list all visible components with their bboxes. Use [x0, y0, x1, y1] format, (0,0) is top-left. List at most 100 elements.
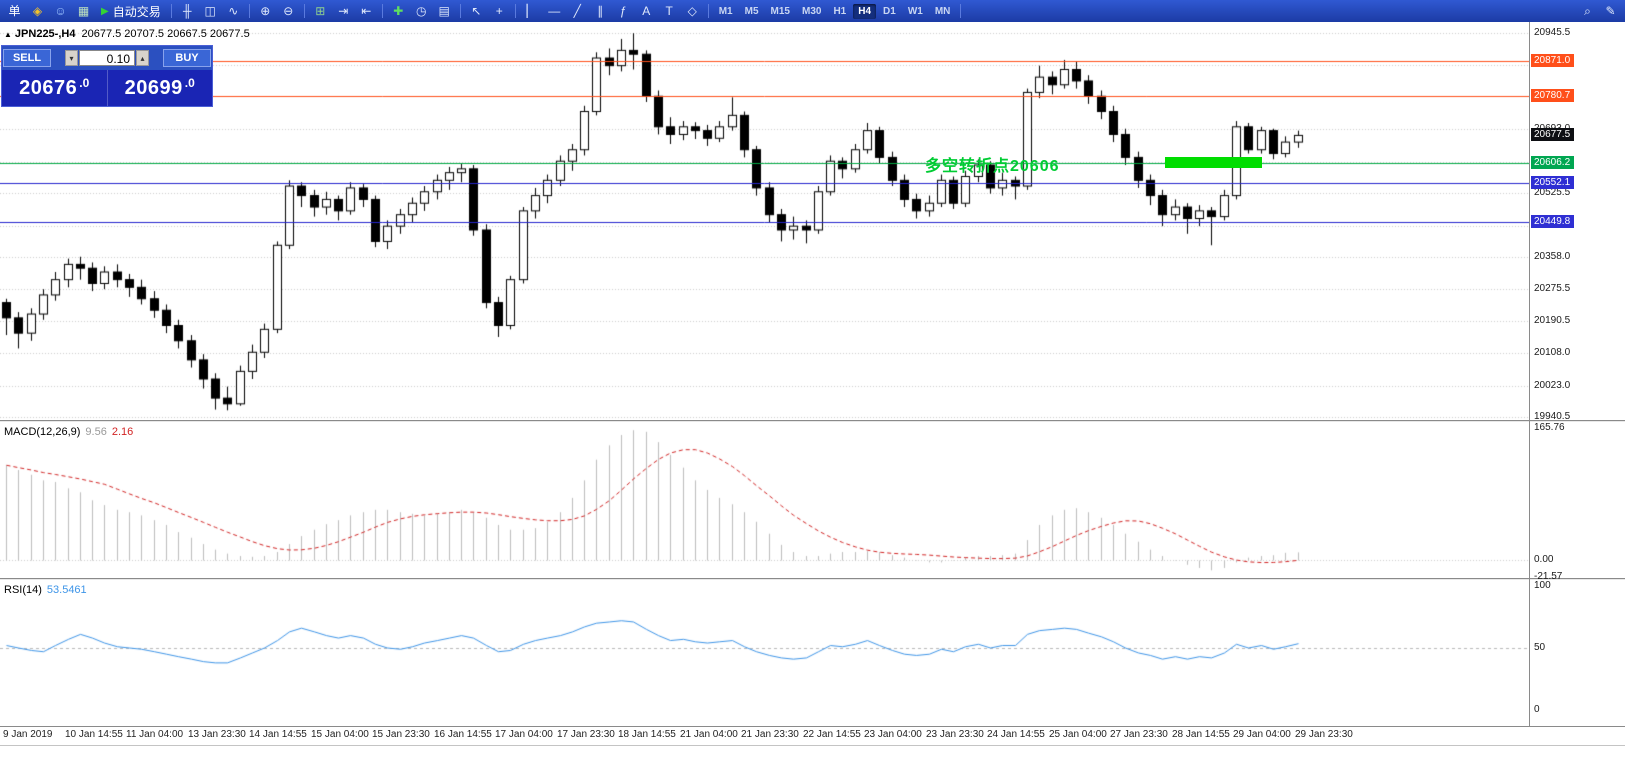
macd-signal-value: 2.16	[111, 426, 134, 438]
zoom-in-button[interactable]: ⊕	[260, 4, 271, 18]
candlestick-chart-button[interactable]: ◫	[204, 4, 216, 18]
timeframe-w1[interactable]: W1	[907, 5, 923, 17]
periods-button[interactable]: ◷	[415, 4, 427, 18]
toolbar-separator	[170, 4, 172, 18]
timeframe-m1[interactable]: M1	[718, 5, 733, 17]
axis-label: 100	[1534, 580, 1551, 591]
axis-label: 20108.0	[1534, 347, 1571, 358]
volume-increase-button[interactable]: ▴	[136, 50, 149, 66]
panel-divider[interactable]	[0, 420, 1625, 422]
price-chart-canvas[interactable]	[0, 22, 1529, 420]
trendline-button[interactable]: ╱	[573, 4, 581, 18]
time-axis-label: 15 Jan 23:30	[372, 729, 430, 740]
label-button[interactable]: T	[665, 4, 673, 18]
time-axis-label: 9 Jan 2019	[3, 729, 53, 740]
time-axis-label: 18 Jan 14:55	[618, 729, 676, 740]
sell-price[interactable]: 20676 .0	[2, 70, 108, 106]
timeframe-mn[interactable]: MN	[934, 5, 951, 17]
zoom-out-button[interactable]: ⊖	[283, 4, 294, 18]
autotrading-button[interactable]: ▶ 自动交易	[96, 2, 166, 20]
chart-shift-button[interactable]: ⇤	[361, 4, 372, 18]
vertical-line-button[interactable]: ▏	[526, 4, 536, 18]
templates-button[interactable]: ▤	[438, 4, 450, 18]
fibonacci-button[interactable]: ƒ	[619, 4, 627, 18]
terminal-icon[interactable]: ▦	[77, 4, 90, 18]
panel-divider[interactable]	[0, 578, 1625, 580]
rsi-panel-canvas[interactable]	[0, 580, 1529, 726]
toolbar-separator	[381, 4, 383, 18]
sell-price-frac: .0	[79, 76, 90, 90]
timeframe-m5[interactable]: M5	[744, 5, 759, 17]
timeframe-h1[interactable]: H1	[833, 5, 847, 17]
bars-chart-button[interactable]: ╫	[182, 4, 192, 18]
axis-label: 20525.5	[1534, 187, 1571, 198]
axis-label: 0	[1534, 704, 1540, 715]
macd-main-value: 9.56	[85, 426, 107, 438]
timeframe-m30[interactable]: M30	[801, 5, 822, 17]
toolbar-separator	[960, 4, 962, 18]
crosshair-button[interactable]: +	[495, 4, 503, 18]
toolbar-separator	[514, 4, 516, 18]
toolbar: 单 ◈ ☺ ▦ ▶ 自动交易 ╫ ◫ ∿ ⊕ ⊖ ⊞ ⇥ ⇤ ✚ ◷ ▤ ↖ + ▏ ― ╱ ∥ ƒ A T ◇ M1 M5 M15 M30…	[0, 0, 1625, 22]
toolbar-separator	[303, 4, 305, 18]
time-axis-label: 21 Jan 04:00	[680, 729, 738, 740]
chart-annotation-bar[interactable]	[1165, 157, 1262, 168]
chart-annotation-text[interactable]: 多空转折点20606	[925, 158, 1060, 175]
channel-button[interactable]: ∥	[597, 4, 604, 18]
text-button[interactable]: A	[642, 4, 651, 18]
horizontal-line-button[interactable]: ―	[548, 4, 561, 18]
chart-area[interactable]: ▲ JPN225-,H4 20677.5 20707.5 20667.5 20677…	[0, 22, 1625, 745]
buy-price[interactable]: 20699 .0	[108, 70, 213, 106]
axis-label: 0.00	[1534, 554, 1554, 565]
volume-input[interactable]: 0.10	[79, 50, 135, 66]
shapes-button[interactable]: ◇	[687, 4, 697, 18]
time-axis-label: 27 Jan 23:30	[1110, 729, 1168, 740]
sell-price-int: 20676	[19, 76, 78, 99]
macd-panel-canvas[interactable]	[0, 422, 1529, 578]
sell-button[interactable]: SELL	[3, 49, 51, 67]
time-axis-label: 21 Jan 23:30	[741, 729, 799, 740]
play-icon: ▶	[101, 5, 109, 17]
time-axis-label: 14 Jan 14:55	[249, 729, 307, 740]
indicators-button[interactable]: ✚	[393, 4, 404, 18]
time-axis-label: 25 Jan 04:00	[1049, 729, 1107, 740]
axis-label: -21.57	[1534, 571, 1563, 582]
metaeditor-icon[interactable]: ◈	[32, 4, 43, 18]
price-badge: 20552.1	[1531, 176, 1575, 189]
macd-label: MACD(12,26,9) 9.56 2.16	[4, 426, 133, 438]
toolbar-separator	[459, 4, 461, 18]
time-axis-label: 24 Jan 14:55	[987, 729, 1045, 740]
auto-scroll-button[interactable]: ⇥	[338, 4, 349, 18]
toolbar-separator	[707, 4, 709, 18]
rsi-value: 53.5461	[46, 584, 87, 596]
one-click-panel-toggle[interactable]: ▲	[4, 30, 12, 39]
status-bar	[0, 745, 1625, 767]
axis-label: 19940.5	[1534, 411, 1571, 422]
timeframe-m15[interactable]: M15	[770, 5, 790, 17]
time-axis-label: 16 Jan 14:55	[434, 729, 492, 740]
buy-price-int: 20699	[124, 76, 183, 99]
chart-ohlc-values: 20677.5 20707.5 20667.5 20677.5	[81, 28, 250, 40]
rsi-label: RSI(14) 53.5461	[4, 584, 87, 596]
new-order-button[interactable]: 单	[8, 4, 21, 18]
axis-label: 20023.0	[1534, 380, 1571, 391]
time-axis-label: 22 Jan 14:55	[803, 729, 861, 740]
time-axis-label: 29 Jan 04:00	[1233, 729, 1291, 740]
profile-icon[interactable]: ☺	[54, 4, 67, 18]
autotrading-label: 自动交易	[112, 4, 161, 19]
time-axis-label: 17 Jan 04:00	[495, 729, 553, 740]
tile-windows-button[interactable]: ⊞	[315, 4, 326, 18]
chart-symbol: JPN225-,H4	[14, 28, 76, 40]
axis-label: 20358.0	[1534, 251, 1571, 262]
timeframe-d1[interactable]: D1	[883, 5, 896, 17]
chart-symbol-line: ▲ JPN225-,H4 20677.5 20707.5 20667.5 20677…	[4, 28, 250, 40]
edit-icon[interactable]: ✎	[1605, 4, 1616, 18]
timeframe-h4[interactable]: H4	[853, 3, 877, 19]
buy-button[interactable]: BUY	[163, 49, 211, 67]
volume-decrease-button[interactable]: ▾	[65, 50, 78, 66]
axis-label: 165.76	[1534, 422, 1565, 433]
cursor-button[interactable]: ↖	[471, 4, 482, 18]
line-chart-button[interactable]: ∿	[228, 4, 239, 18]
search-icon[interactable]: ⌕	[1584, 4, 1591, 18]
